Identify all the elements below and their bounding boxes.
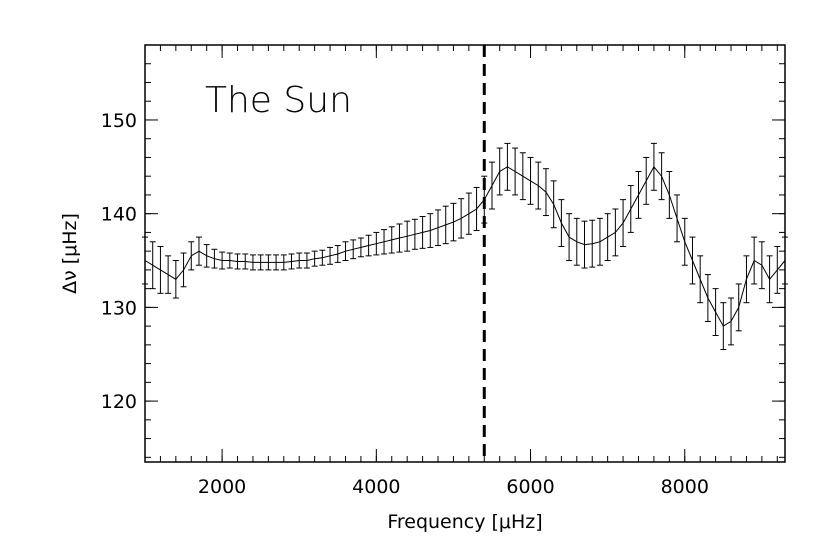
- y-tick-label: 150: [101, 110, 137, 132]
- x-tick-label: 8000: [661, 476, 709, 498]
- x-axis-label: Frequency [μHz]: [387, 511, 542, 533]
- chart-annotation: The Sun: [205, 80, 352, 121]
- major-ticks: [145, 45, 785, 462]
- y-axis-label: Δν [μHz]: [59, 213, 81, 294]
- x-tick-label: 6000: [506, 476, 554, 498]
- x-tick-label: 2000: [198, 476, 246, 498]
- y-tick-label: 130: [101, 297, 137, 319]
- tick-labels: 2000 4000 6000 8000 120 130 140 150: [101, 110, 709, 498]
- x-tick-label: 4000: [352, 476, 400, 498]
- error-bars: [142, 142, 788, 351]
- series-line: [144, 165, 786, 327]
- minor-ticks: [144, 44, 785, 462]
- y-tick-label: 140: [101, 204, 137, 226]
- plot-frame: [144, 44, 786, 463]
- y-tick-label: 120: [101, 391, 137, 413]
